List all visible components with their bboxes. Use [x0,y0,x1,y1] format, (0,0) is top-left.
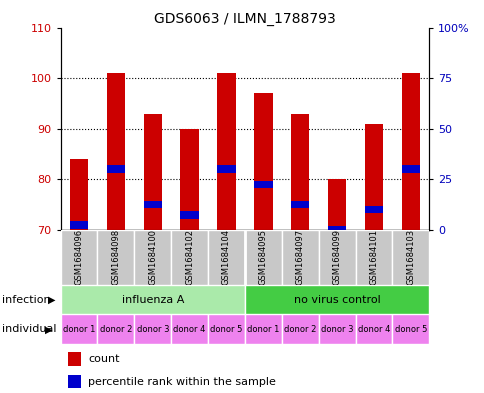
Bar [68,353,81,365]
FancyBboxPatch shape [208,230,244,285]
Bar [401,73,419,230]
Bar [327,179,346,230]
Bar [254,93,272,230]
Text: no virus control: no virus control [293,295,379,305]
Bar [254,180,272,188]
Text: GSM1684102: GSM1684102 [185,230,194,285]
FancyBboxPatch shape [134,314,171,344]
Bar [70,221,88,229]
Text: GSM1684099: GSM1684099 [332,230,341,285]
FancyBboxPatch shape [60,285,244,314]
Text: donor 2: donor 2 [284,325,316,334]
Text: count: count [88,354,120,364]
FancyBboxPatch shape [97,230,134,285]
Text: infection: infection [2,295,51,305]
Text: donor 1: donor 1 [247,325,279,334]
Text: donor 4: donor 4 [173,325,205,334]
Text: GSM1684098: GSM1684098 [111,230,120,285]
Text: GSM1684100: GSM1684100 [148,230,157,285]
Text: donor 2: donor 2 [100,325,132,334]
FancyBboxPatch shape [97,314,134,344]
FancyBboxPatch shape [281,314,318,344]
FancyBboxPatch shape [244,230,281,285]
Text: GSM1684097: GSM1684097 [295,230,304,285]
Bar [68,375,81,388]
FancyBboxPatch shape [244,285,428,314]
Bar [364,206,382,213]
Text: GSM1684101: GSM1684101 [369,230,378,285]
Bar [143,114,162,230]
FancyBboxPatch shape [392,314,428,344]
Text: influenza A: influenza A [121,295,183,305]
Text: ▶: ▶ [45,324,52,334]
Text: percentile rank within the sample: percentile rank within the sample [88,376,275,387]
Bar [70,159,88,230]
Bar [401,165,419,173]
FancyBboxPatch shape [392,230,428,285]
FancyBboxPatch shape [318,314,355,344]
Text: donor 4: donor 4 [357,325,389,334]
FancyBboxPatch shape [355,314,392,344]
Bar [364,124,382,230]
Text: donor 1: donor 1 [63,325,95,334]
Title: GDS6063 / ILMN_1788793: GDS6063 / ILMN_1788793 [154,13,335,26]
Text: GSM1684103: GSM1684103 [406,230,414,285]
Bar [180,129,198,230]
Text: donor 3: donor 3 [320,325,353,334]
Text: donor 5: donor 5 [394,325,426,334]
Bar [143,201,162,208]
FancyBboxPatch shape [60,314,97,344]
Bar [290,114,309,230]
FancyBboxPatch shape [244,314,281,344]
FancyBboxPatch shape [318,230,355,285]
Bar [217,73,235,230]
Bar [106,165,125,173]
FancyBboxPatch shape [355,230,392,285]
Bar [180,211,198,219]
Bar [106,73,125,230]
FancyBboxPatch shape [134,230,171,285]
Bar [217,165,235,173]
FancyBboxPatch shape [60,230,97,285]
Text: individual: individual [2,324,57,334]
FancyBboxPatch shape [208,314,244,344]
FancyBboxPatch shape [281,230,318,285]
Text: ▶: ▶ [47,295,55,305]
Bar [290,201,309,208]
Text: GSM1684095: GSM1684095 [258,230,267,285]
FancyBboxPatch shape [171,230,208,285]
Text: GSM1684096: GSM1684096 [75,230,83,285]
Text: donor 5: donor 5 [210,325,242,334]
Text: donor 3: donor 3 [136,325,169,334]
Text: GSM1684104: GSM1684104 [222,230,230,285]
FancyBboxPatch shape [171,314,208,344]
Bar [327,226,346,234]
